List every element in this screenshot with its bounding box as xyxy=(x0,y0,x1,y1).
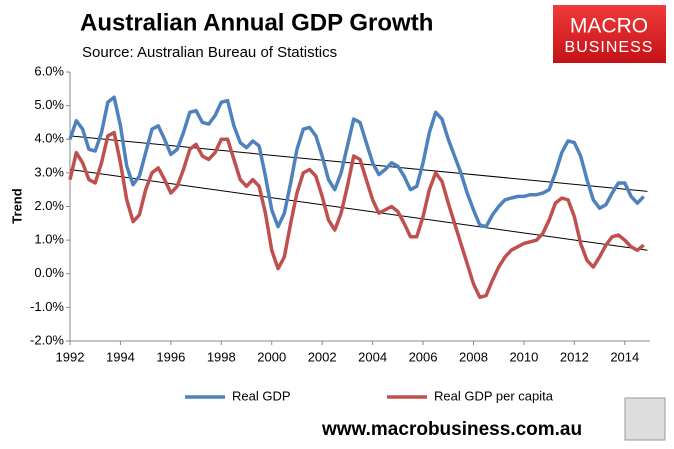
legend-label: Real GDP per capita xyxy=(434,388,554,403)
y-tick-label: -1.0% xyxy=(30,299,64,314)
line-series xyxy=(68,130,645,300)
logo-text: BUSINESS xyxy=(565,39,654,56)
y-tick-label: 5.0% xyxy=(34,97,64,112)
trend-line xyxy=(69,169,648,251)
footer: www.macrobusiness.com.au xyxy=(321,419,582,440)
x-tick-label: 1994 xyxy=(106,349,135,364)
y-tick-label: 3.0% xyxy=(34,164,64,179)
logo-box xyxy=(553,5,666,63)
logo-icon xyxy=(624,397,666,441)
y-axis-title: Trend xyxy=(9,188,24,223)
chart-subtitle: Source: Australian Bureau of Statistics xyxy=(82,44,337,61)
x-tick-label: 2006 xyxy=(409,349,438,364)
y-tick-label: -2.0% xyxy=(30,332,64,347)
x-tick-label: 2014 xyxy=(610,349,639,364)
x-tick-label: 2012 xyxy=(560,349,589,364)
x-tick-label: 2004 xyxy=(358,349,387,364)
y-tick-label: 6.0% xyxy=(34,63,64,78)
x-tick-label: 1998 xyxy=(207,349,236,364)
logo-text: MACRO xyxy=(570,15,648,38)
line-series xyxy=(68,95,645,229)
trend-line xyxy=(69,135,648,192)
legend-label: Real GDP xyxy=(232,388,291,403)
y-tick-label: 1.0% xyxy=(34,232,64,247)
x-tick-label: 1996 xyxy=(156,349,185,364)
y-tick-label: 4.0% xyxy=(34,131,64,146)
x-tick-label: 2008 xyxy=(459,349,488,364)
x-tick-label: 2000 xyxy=(257,349,286,364)
x-tick-label: 2010 xyxy=(509,349,538,364)
chart-title: Australian Annual GDP Growth xyxy=(80,9,433,36)
x-tick-label: 2002 xyxy=(308,349,337,364)
y-tick-label: 2.0% xyxy=(34,198,64,213)
x-tick-label: 1992 xyxy=(56,349,85,364)
y-tick-label: 0.0% xyxy=(34,265,64,280)
